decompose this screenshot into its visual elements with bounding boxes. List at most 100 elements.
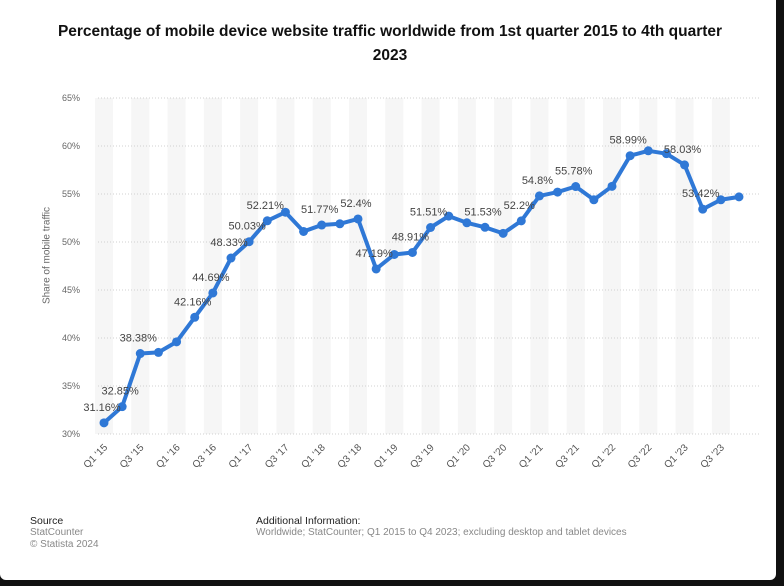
data-point — [589, 195, 599, 205]
plot-band — [675, 98, 694, 434]
data-label: 58.03% — [664, 144, 702, 156]
chart-title: Percentage of mobile device website traf… — [57, 23, 723, 64]
data-label: 38.38% — [120, 333, 158, 345]
data-point — [353, 214, 363, 224]
plot-band — [421, 98, 440, 434]
plot-band — [349, 98, 367, 434]
data-point — [462, 218, 472, 228]
y-tick-label: 45% — [62, 285, 80, 295]
y-tick-label: 50% — [62, 237, 80, 247]
data-label: 51.77% — [301, 204, 339, 216]
data-point — [553, 187, 563, 197]
data-point — [498, 228, 508, 238]
data-point — [407, 247, 417, 257]
plot-band — [95, 98, 113, 434]
data-point — [625, 151, 635, 161]
data-label: 47.19% — [355, 248, 393, 260]
x-tick-label: Q1 '15 — [82, 442, 111, 471]
data-label: 48.33% — [210, 237, 248, 249]
plot-band — [131, 98, 150, 434]
y-tick-label: 55% — [62, 189, 80, 199]
data-label: 52.2% — [504, 200, 535, 212]
plot-band — [530, 98, 549, 434]
data-label: 54.8% — [522, 175, 553, 187]
data-point — [335, 219, 345, 229]
x-tick-label: Q3 '18 — [336, 442, 365, 471]
data-point — [643, 146, 653, 156]
data-point — [371, 264, 381, 274]
x-tick-label: Q3 '23 — [699, 442, 728, 471]
plot-band — [457, 98, 476, 434]
x-tick-label: Q3 '19 — [408, 442, 437, 471]
x-tick-label: Q1 '22 — [590, 442, 619, 471]
plot-band — [203, 98, 222, 434]
data-label: 58.99% — [609, 135, 647, 147]
additional-info-heading: Additional Information: — [256, 515, 361, 527]
data-label: 52.21% — [247, 200, 285, 212]
data-point — [534, 191, 544, 201]
data-point — [153, 347, 163, 357]
data-point — [444, 211, 454, 221]
data-point — [117, 402, 127, 412]
x-tick-label: Q1 '20 — [445, 442, 474, 471]
plot-band — [494, 98, 513, 434]
data-point — [299, 226, 309, 236]
data-point — [317, 220, 327, 230]
data-point — [661, 149, 671, 159]
plot-band — [240, 98, 259, 434]
source-heading: Source — [30, 515, 64, 527]
plot-band — [711, 98, 730, 434]
data-point — [244, 237, 254, 247]
plot-band — [566, 98, 585, 434]
x-tick-label: Q1 '17 — [227, 442, 256, 471]
data-label: 53.42% — [682, 188, 720, 200]
data-point — [135, 349, 145, 359]
data-label: 48.91% — [392, 231, 430, 243]
data-label: 32.85% — [101, 386, 139, 398]
data-point — [99, 418, 109, 428]
data-point — [571, 182, 581, 192]
plot-band — [312, 98, 331, 434]
data-point — [480, 222, 490, 232]
data-point — [426, 223, 436, 233]
y-tick-label: 60% — [62, 141, 80, 151]
plot-band — [276, 98, 295, 434]
x-tick-label: Q1 '18 — [299, 442, 328, 471]
data-point — [716, 195, 726, 205]
copyright: © Statista 2024 — [30, 539, 99, 550]
source-block: Source StatCounter © Statista 2024 — [30, 515, 99, 551]
x-tick-label: Q3 '20 — [481, 442, 510, 471]
data-label: 52.4% — [340, 198, 371, 210]
data-point — [172, 337, 182, 347]
data-label: 31.16% — [83, 402, 121, 414]
data-point — [698, 204, 708, 214]
x-tick-label: Q3 '22 — [626, 442, 655, 471]
data-point — [226, 253, 236, 263]
data-point — [607, 181, 617, 191]
x-tick-label: Q1 '16 — [154, 442, 183, 471]
data-point — [190, 312, 200, 322]
y-tick-label: 35% — [62, 381, 80, 391]
line-chart: 30%35%40%45%50%55%60%65%Q1 '15 Q3 '15 Q1 '… — [62, 93, 760, 471]
y-tick-label: 40% — [62, 333, 80, 343]
x-tick-label: Q3 '21 — [553, 442, 582, 471]
additional-info-block: Additional Information: Worldwide; StatC… — [256, 515, 627, 539]
data-point — [680, 160, 690, 170]
data-point — [734, 192, 744, 202]
data-label: 42.16% — [174, 296, 212, 308]
plot-band — [167, 98, 186, 434]
x-tick-label: Q1 '19 — [372, 442, 401, 471]
data-label: 55.78% — [555, 166, 593, 178]
data-point — [262, 216, 272, 226]
source-name[interactable]: StatCounter — [30, 527, 84, 538]
x-tick-label: Q3 '16 — [191, 442, 220, 471]
y-tick-label: 30% — [62, 429, 80, 439]
data-label: 51.51% — [410, 207, 448, 219]
x-tick-label: Q3 '17 — [263, 442, 292, 471]
data-point — [208, 288, 218, 298]
data-point — [516, 216, 526, 226]
plot-band — [385, 98, 404, 434]
additional-info-text: Worldwide; StatCounter; Q1 2015 to Q4 20… — [256, 527, 627, 538]
data-label: 50.03% — [228, 221, 266, 233]
plot-band — [639, 98, 658, 434]
